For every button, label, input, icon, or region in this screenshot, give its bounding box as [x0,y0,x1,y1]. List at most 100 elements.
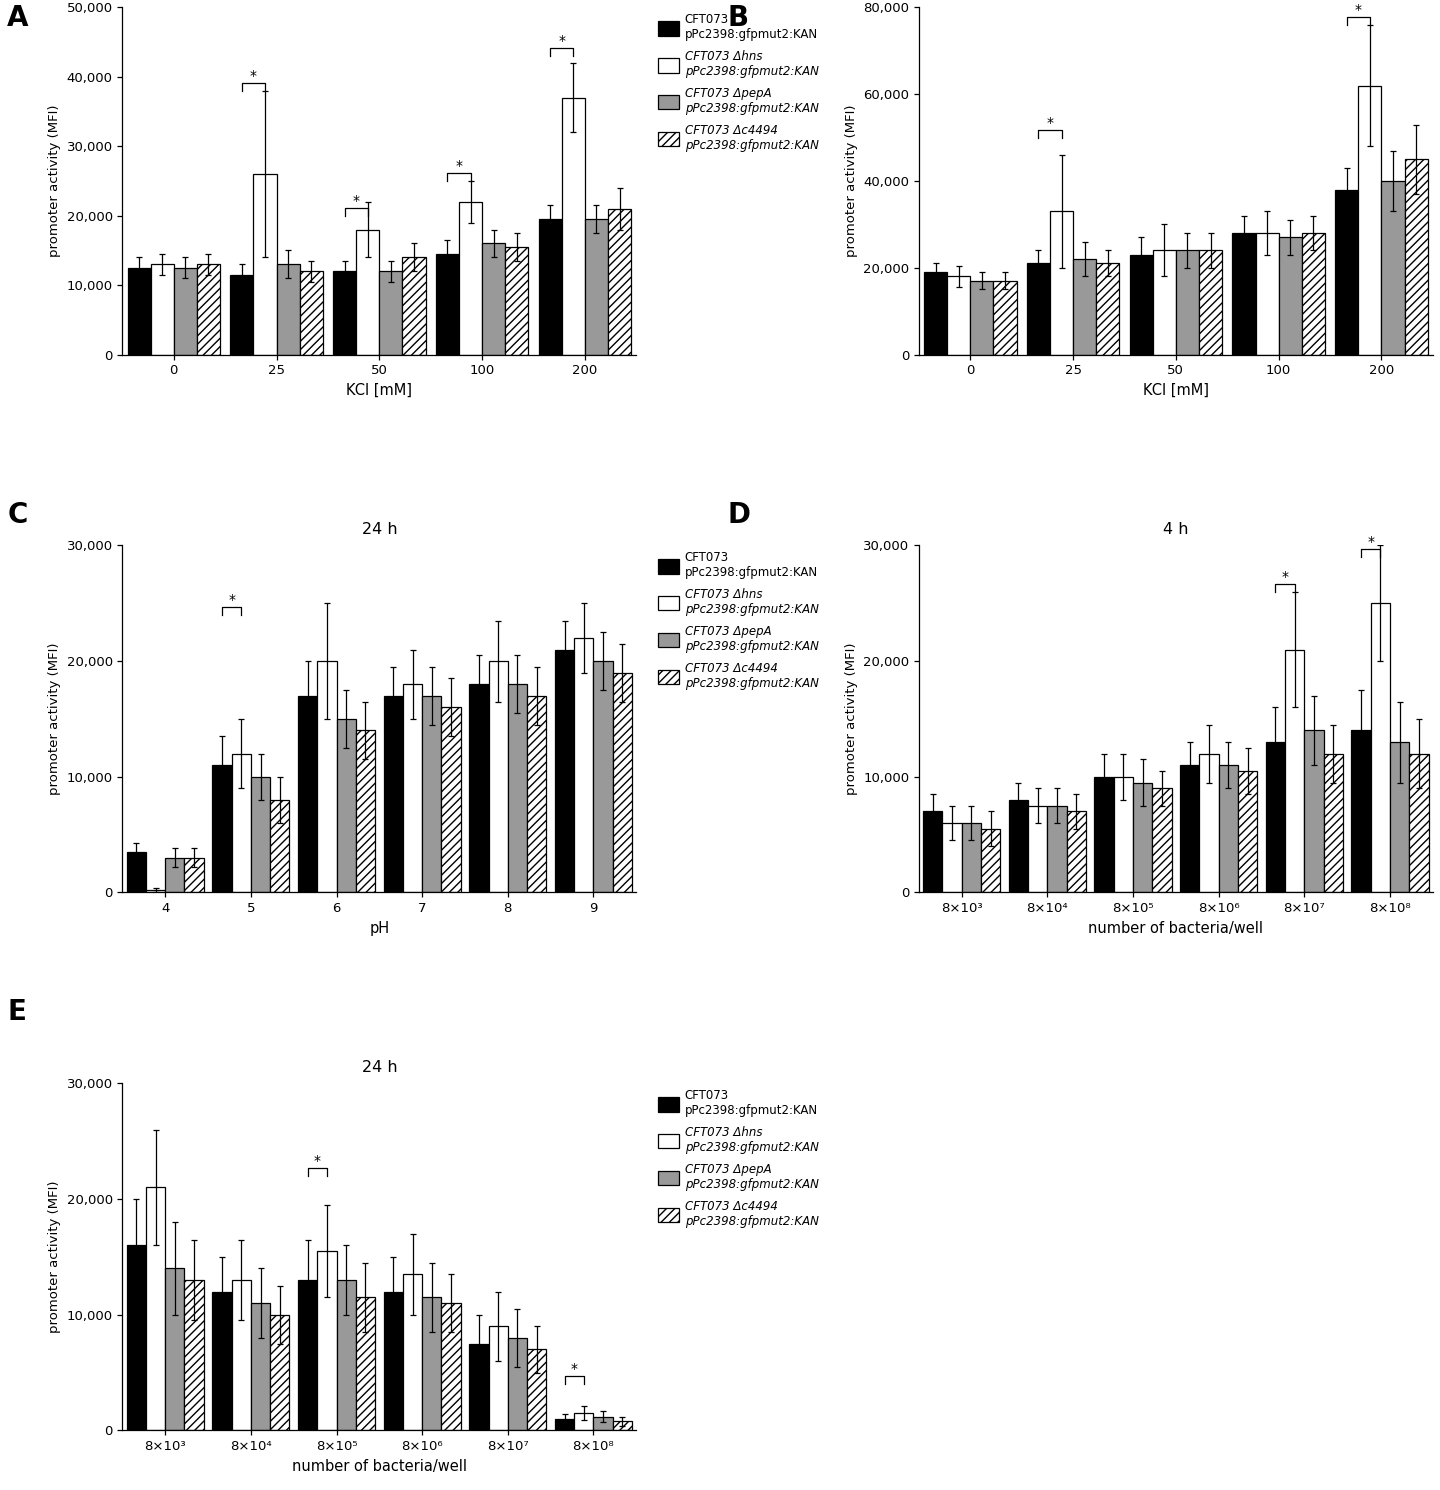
Bar [1371,603,1390,893]
Bar [1200,250,1223,355]
Bar [585,219,608,355]
Bar [482,243,505,355]
Bar [253,174,276,355]
Bar [981,828,1001,893]
Text: *: * [1047,116,1054,130]
Bar [1152,788,1172,893]
X-axis label: KCl [mM]: KCl [mM] [347,383,412,398]
Bar [488,662,508,893]
Bar [971,280,994,355]
X-axis label: KCl [mM]: KCl [mM] [1143,383,1208,398]
Bar [230,274,253,355]
X-axis label: pH: pH [369,921,389,936]
Bar [251,776,271,893]
Bar [1067,812,1086,893]
Bar [1358,85,1381,355]
Bar [1176,250,1200,355]
Bar [1266,742,1284,893]
Bar [1181,766,1200,893]
Text: E: E [7,998,26,1027]
Legend: CFT073
pPc2398:gfpmut2:KAN, CFT073 Δhns
pPc2398:gfpmut2:KAN, CFT073 ΔpepA
pPc239: CFT073 pPc2398:gfpmut2:KAN, CFT073 Δhns … [658,551,818,690]
Bar [333,271,356,355]
Bar [1305,730,1323,893]
Text: *: * [570,1362,577,1377]
Bar [1351,730,1371,893]
Bar [1404,159,1427,355]
Bar [923,812,942,893]
Bar [1050,212,1073,355]
Text: *: * [228,593,235,606]
Bar [403,1274,422,1430]
Title: 24 h: 24 h [361,1061,397,1076]
Bar [1133,782,1152,893]
Bar [948,277,971,355]
Bar [403,684,422,893]
Bar [212,766,232,893]
Bar [1129,255,1153,355]
Bar [317,662,337,893]
Bar [1381,180,1404,355]
Bar [356,730,374,893]
Bar [508,1338,527,1430]
Y-axis label: promoter activity (MFI): promoter activity (MFI) [48,1180,60,1334]
X-axis label: number of bacteria/well: number of bacteria/well [292,1459,467,1474]
Bar [127,852,145,893]
Bar [379,271,402,355]
Bar [151,264,174,355]
Bar [613,672,632,893]
Bar [994,280,1017,355]
Bar [184,858,204,893]
Bar [402,258,426,355]
Bar [145,890,166,893]
Bar [166,858,184,893]
Bar [527,696,546,893]
Bar [422,696,442,893]
Bar [251,1304,271,1430]
Bar [962,822,981,893]
Bar [459,201,482,355]
Bar [1218,766,1238,893]
Bar [1047,806,1067,893]
X-axis label: number of bacteria/well: number of bacteria/well [1089,921,1263,936]
Text: B: B [727,4,749,33]
Title: 4 h: 4 h [1164,523,1188,538]
Bar [184,1280,204,1430]
Bar [356,1298,374,1430]
Text: *: * [455,159,462,173]
Bar [1256,232,1279,355]
Bar [1410,754,1428,893]
Bar [1094,776,1113,893]
Bar [1238,770,1257,893]
Bar [127,1246,145,1430]
Bar [128,268,151,355]
Bar [942,822,962,893]
Bar [436,253,459,355]
Text: *: * [251,69,256,83]
Bar [1390,742,1410,893]
Bar [232,1280,251,1430]
Bar [442,708,461,893]
Text: C: C [7,501,27,529]
Text: *: * [1367,535,1374,548]
Bar [508,684,527,893]
Legend: CFT073
pPc2398:gfpmut2:KAN, CFT073 Δhns
pPc2398:gfpmut2:KAN, CFT073 ΔpepA
pPc239: CFT073 pPc2398:gfpmut2:KAN, CFT073 Δhns … [658,13,818,152]
Text: D: D [727,501,750,529]
Bar [298,696,317,893]
Bar [924,273,948,355]
Bar [145,1188,166,1430]
Bar [469,1344,488,1430]
Bar [442,1304,461,1430]
Bar [174,268,197,355]
Y-axis label: promoter activity (MFI): promoter activity (MFI) [844,642,857,796]
Bar [1073,259,1096,355]
Bar [212,1292,232,1430]
Bar [1323,754,1344,893]
Bar [527,1350,546,1430]
Bar [317,1252,337,1430]
Bar [469,684,488,893]
Text: *: * [314,1153,321,1168]
Bar [1027,264,1050,355]
Bar [1284,650,1305,893]
Bar [276,264,300,355]
Bar [593,1417,613,1430]
